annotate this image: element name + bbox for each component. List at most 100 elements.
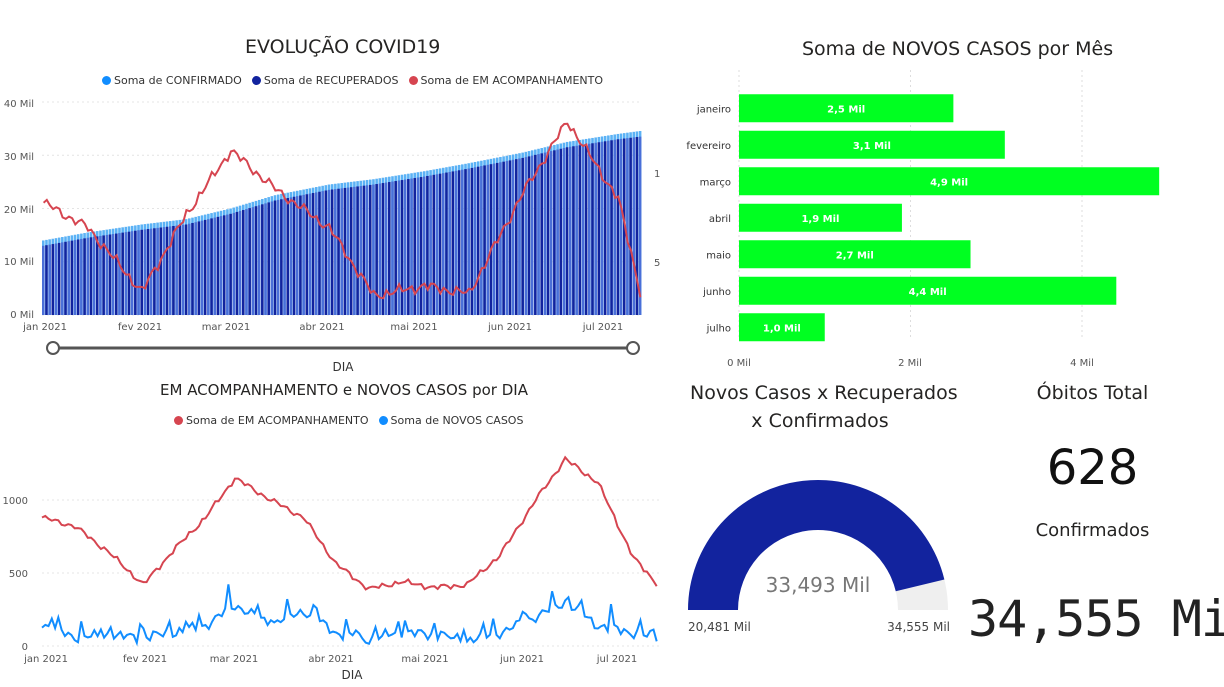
bar-recuperados bbox=[311, 192, 315, 315]
bar-recuperados bbox=[378, 183, 382, 315]
bar-recuperados bbox=[388, 182, 391, 315]
gauge-plot: 33,493 Mil 20,481 Mil 34,555 Mil bbox=[688, 480, 950, 634]
bar-recuperados bbox=[464, 169, 467, 315]
date-slider-handle-start[interactable] bbox=[46, 341, 60, 355]
bar-recuperados bbox=[219, 216, 223, 315]
x-tick-6: jul 2021 bbox=[596, 654, 638, 665]
bar-recuperados bbox=[140, 229, 143, 315]
bar-recuperados bbox=[480, 166, 483, 315]
bar-recuperados bbox=[334, 189, 337, 315]
bar-recuperados bbox=[134, 230, 137, 315]
bar-junho[interactable] bbox=[739, 276, 1117, 305]
bar-recuperados bbox=[515, 159, 518, 315]
novos-mes-panel: Soma de NOVOS CASOS por Mês janeiro 2,5 M… bbox=[670, 30, 1224, 380]
bar-recuperados bbox=[289, 197, 293, 315]
x-tick-4: mai 2021 bbox=[401, 654, 448, 665]
gauge-title-line2: x Confirmados bbox=[751, 410, 889, 432]
bar-recuperados bbox=[80, 238, 83, 315]
bar-recuperados bbox=[48, 244, 51, 315]
bar-recuperados bbox=[438, 173, 442, 315]
y-tick-left-0: 0 Mil bbox=[10, 310, 34, 321]
bar-recuperados bbox=[292, 196, 296, 315]
bar-março[interactable] bbox=[739, 167, 1160, 196]
bar-recuperados bbox=[254, 206, 258, 315]
bar-recuperados bbox=[372, 184, 375, 315]
bar-recuperados bbox=[229, 213, 232, 315]
bar-recuperados bbox=[61, 242, 64, 315]
evolucao-plot: 0 Mil 10 Mil 20 Mil 30 Mil 40 Mil 500 10… bbox=[4, 99, 660, 374]
bar-recuperados bbox=[146, 229, 150, 315]
bar-recuperados bbox=[568, 146, 572, 315]
bar-recuperados bbox=[45, 245, 48, 315]
legend-item-confirmado[interactable]: Soma de CONFIRMADO bbox=[102, 74, 242, 87]
bar-recuperados bbox=[318, 191, 321, 315]
gauge-panel: Novos Casos x Recuperados x Confirmados … bbox=[670, 378, 970, 687]
data-label: 4,9 Mil bbox=[930, 177, 968, 188]
bar-recuperados bbox=[603, 141, 607, 315]
bar-recuperados bbox=[429, 175, 432, 315]
bar-recuperados bbox=[394, 181, 397, 315]
bar-recuperados bbox=[635, 137, 639, 315]
y-tick-2: 1000 bbox=[3, 496, 28, 507]
bar-recuperados bbox=[210, 218, 213, 315]
bar-recuperados bbox=[619, 138, 623, 315]
bar-recuperados bbox=[588, 143, 591, 315]
bar-recuperados bbox=[489, 164, 493, 315]
series-line-acompanhamento bbox=[41, 455, 658, 591]
bar-recuperados bbox=[448, 171, 451, 315]
bar-recuperados bbox=[553, 150, 556, 315]
date-slider-handle-end[interactable] bbox=[626, 341, 640, 355]
novos-mes-title: Soma de NOVOS CASOS por Mês bbox=[802, 38, 1114, 60]
bar-recuperados bbox=[191, 222, 194, 315]
bar-julho[interactable] bbox=[739, 313, 825, 342]
bar-recuperados bbox=[89, 237, 93, 315]
bar-recuperados bbox=[222, 215, 226, 315]
bar-recuperados bbox=[264, 203, 267, 315]
bar-recuperados bbox=[295, 196, 299, 315]
x-tick-0: jan 2021 bbox=[22, 322, 67, 333]
legend-item-novos[interactable]: Soma de NOVOS CASOS bbox=[378, 414, 523, 427]
acomp-novos-legend: Soma de EM ACOMPANHAMENTO Soma de NOVOS … bbox=[174, 414, 523, 427]
bar-recuperados bbox=[416, 177, 420, 315]
bar-recuperados bbox=[102, 235, 105, 315]
data-label: 4,4 Mil bbox=[909, 287, 947, 298]
bar-recuperados bbox=[86, 237, 90, 315]
bar-recuperados bbox=[534, 154, 537, 315]
bar-recuperados bbox=[426, 175, 429, 315]
bar-recuperados bbox=[188, 223, 191, 315]
bar-recuperados bbox=[280, 199, 283, 315]
bar-maio[interactable] bbox=[739, 240, 971, 269]
legend-item-recuperados[interactable]: Soma de RECUPERADOS bbox=[251, 74, 399, 87]
bar-fevereiro[interactable] bbox=[739, 130, 1005, 159]
bar-janeiro[interactable] bbox=[739, 94, 954, 123]
y-tick-left-3: 30 Mil bbox=[4, 152, 34, 163]
bar-recuperados bbox=[197, 221, 201, 315]
legend-item-acompanhamento[interactable]: Soma de EM ACOMPANHAMENTO bbox=[408, 74, 603, 87]
bar-recuperados bbox=[321, 191, 324, 315]
bar-recuperados bbox=[57, 242, 61, 315]
bar-recuperados bbox=[473, 167, 477, 315]
bar-recuperados bbox=[356, 186, 359, 315]
evolucao-title: EVOLUÇÃO COVID19 bbox=[245, 36, 441, 58]
bar-recuperados bbox=[216, 216, 220, 315]
bar-recuperados bbox=[616, 139, 620, 315]
bar-recuperados bbox=[95, 236, 99, 315]
bar-recuperados bbox=[273, 200, 277, 315]
bar-recuperados bbox=[232, 212, 236, 315]
bar-recuperados bbox=[626, 138, 629, 315]
bar-recuperados bbox=[337, 188, 340, 315]
x-tick-3: abr 2021 bbox=[308, 654, 353, 665]
bar-recuperados bbox=[422, 176, 426, 315]
bar-recuperados bbox=[315, 192, 318, 315]
category-label: julho bbox=[706, 323, 731, 334]
category-label: fevereiro bbox=[686, 141, 731, 152]
bar-abril[interactable] bbox=[739, 203, 902, 232]
bar-recuperados bbox=[457, 170, 461, 315]
category-label: janeiro bbox=[696, 104, 731, 115]
y-tick-left-1: 10 Mil bbox=[4, 257, 34, 268]
legend-item-acompanhamento[interactable]: Soma de EM ACOMPANHAMENTO bbox=[174, 414, 369, 427]
bar-recuperados bbox=[181, 224, 185, 315]
y-tick-right-1: 1000 bbox=[654, 169, 660, 180]
bar-recuperados bbox=[105, 234, 109, 315]
data-label: 2,5 Mil bbox=[827, 104, 865, 115]
